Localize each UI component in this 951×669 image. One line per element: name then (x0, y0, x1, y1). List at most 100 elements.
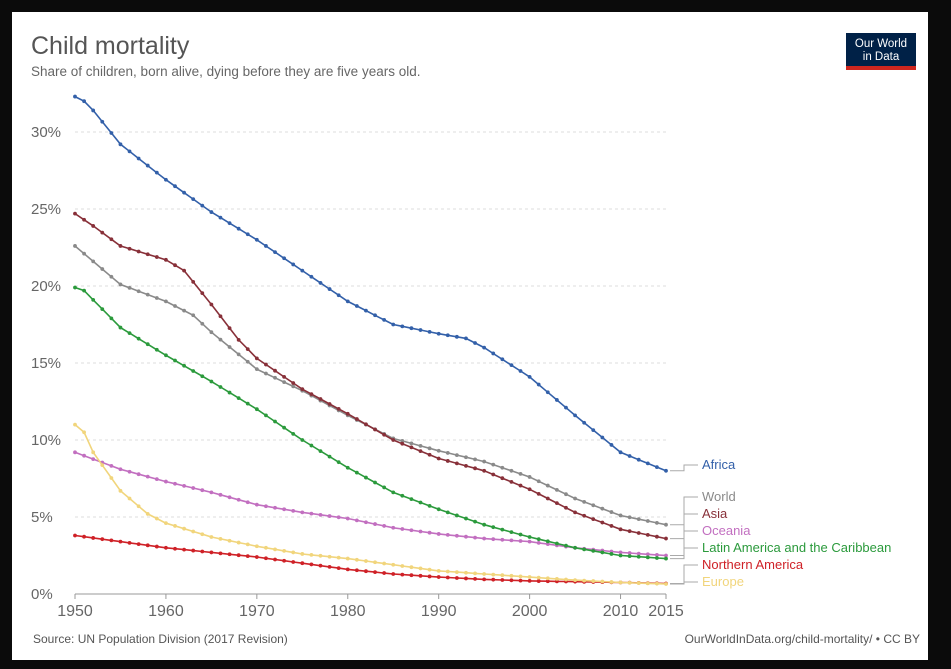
chart-url-link[interactable]: OurWorldInData.org/child-mortality/ (684, 632, 873, 646)
data-point (236, 540, 241, 545)
data-point (618, 580, 623, 585)
data-point (482, 572, 487, 576)
leader-line (670, 530, 698, 556)
data-point (282, 548, 287, 553)
data-point (245, 347, 250, 352)
data-point (145, 342, 150, 347)
data-point (618, 513, 623, 518)
data-point (491, 537, 496, 542)
data-point (73, 533, 77, 538)
data-point (464, 455, 468, 460)
data-point (464, 516, 468, 521)
data-point (327, 454, 332, 459)
data-point (327, 402, 332, 406)
data-point (664, 582, 668, 586)
owid-logo[interactable]: Our World in Data (846, 33, 916, 70)
data-point (318, 449, 323, 453)
data-point (618, 550, 623, 555)
data-point (491, 462, 496, 467)
data-point (445, 451, 450, 455)
data-point (109, 316, 114, 321)
data-point (100, 119, 105, 124)
data-point (127, 496, 132, 501)
license-label[interactable]: CC BY (883, 632, 920, 646)
data-point (527, 475, 532, 479)
data-point (482, 536, 487, 541)
data-point (664, 536, 668, 541)
data-point (273, 505, 277, 510)
data-point (573, 510, 577, 515)
series-line-northern-america (74, 534, 667, 585)
data-point (600, 550, 605, 555)
data-point (200, 488, 205, 493)
data-point (655, 465, 659, 470)
data-point (118, 325, 123, 330)
data-point (454, 334, 459, 339)
data-point (82, 217, 86, 222)
data-point (536, 492, 541, 496)
data-point (591, 548, 596, 553)
data-point (582, 513, 587, 518)
data-point (445, 569, 450, 574)
data-point (527, 539, 532, 544)
data-point (254, 407, 259, 412)
data-point (618, 553, 623, 558)
data-point (354, 568, 359, 573)
data-point (236, 352, 241, 357)
logo-line-1: Our World (854, 38, 908, 50)
data-point (154, 544, 159, 549)
data-point (218, 492, 223, 497)
data-point (145, 512, 150, 516)
data-point (564, 505, 568, 510)
data-point (636, 457, 641, 462)
data-point (200, 321, 205, 326)
data-point (536, 540, 541, 545)
data-point (327, 554, 332, 559)
data-point (209, 210, 214, 214)
data-point (664, 522, 668, 527)
data-point (164, 257, 168, 262)
data-point (354, 304, 359, 308)
data-point (409, 565, 414, 570)
data-point (618, 450, 623, 455)
data-point (227, 345, 232, 349)
series-end-label: Oceania (702, 523, 751, 538)
data-point (136, 542, 141, 547)
data-point (282, 425, 287, 430)
data-point (418, 328, 423, 332)
data-point (100, 463, 105, 468)
data-point (300, 510, 305, 515)
data-point (209, 302, 214, 307)
data-point (373, 522, 377, 526)
data-point (591, 428, 596, 433)
data-point (400, 439, 405, 443)
data-point (354, 417, 359, 421)
data-point (73, 450, 77, 455)
data-point (655, 556, 659, 560)
data-point (273, 368, 277, 373)
data-point (364, 422, 368, 427)
data-point (627, 551, 632, 555)
series-end-label: Northern America (702, 557, 804, 572)
data-point (173, 184, 177, 189)
data-point (436, 507, 441, 512)
data-point (173, 263, 177, 268)
data-point (427, 574, 432, 579)
data-point (636, 581, 641, 585)
data-point (191, 548, 196, 553)
data-point (464, 463, 468, 468)
data-point (445, 532, 450, 537)
data-point (564, 405, 568, 410)
data-point (554, 501, 559, 506)
data-point (655, 581, 659, 586)
data-point (400, 527, 405, 531)
data-point (309, 511, 314, 516)
data-point (591, 503, 596, 508)
data-point (191, 369, 196, 373)
data-point (418, 443, 423, 448)
data-point (382, 524, 387, 528)
data-point (318, 397, 323, 401)
data-point (518, 471, 523, 476)
data-point (282, 256, 287, 261)
data-point (227, 326, 232, 330)
